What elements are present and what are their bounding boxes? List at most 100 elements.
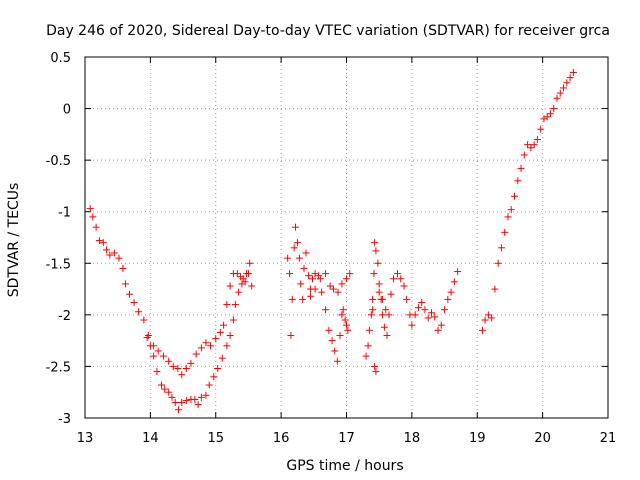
data-point [182, 396, 190, 404]
chart-title: Day 246 of 2020, Sidereal Day-to-day VTE… [46, 23, 610, 39]
y-axis-title: SDTVAR / TECUs [6, 183, 22, 298]
data-point [343, 321, 350, 329]
data-point [231, 301, 239, 309]
data-point [338, 280, 346, 288]
data-point [300, 264, 308, 272]
data-point [328, 337, 336, 345]
data-point [421, 306, 429, 314]
data-point [527, 144, 535, 152]
data-point [169, 362, 177, 370]
data-point [517, 164, 525, 172]
data-point [390, 275, 398, 283]
data-point [157, 381, 165, 389]
data-point [218, 354, 226, 362]
data-point [246, 259, 254, 267]
data-point [387, 290, 395, 298]
data-point [223, 301, 231, 309]
data-point [192, 350, 200, 358]
data-point [295, 254, 303, 262]
data-point [125, 290, 133, 298]
data-point [434, 326, 442, 334]
data-point [171, 399, 179, 407]
data-point [318, 288, 326, 296]
data-point [235, 288, 243, 296]
data-point [329, 285, 337, 293]
grid-lines [85, 57, 608, 418]
data-point [161, 385, 169, 393]
data-point [334, 288, 342, 296]
data-point [106, 251, 114, 259]
data-point [478, 326, 486, 334]
data-point [299, 295, 307, 303]
data-point [103, 246, 111, 254]
y-tick-label: 0 [63, 103, 71, 118]
data-point [365, 326, 373, 334]
data-point [233, 270, 241, 278]
data-point [546, 110, 554, 118]
data-point [344, 326, 352, 334]
data-point [226, 331, 234, 339]
data-point [411, 311, 419, 319]
data-point [212, 335, 220, 343]
data-point [491, 285, 499, 293]
y-tick-label: -3 [58, 412, 71, 427]
x-tick-label: 14 [142, 431, 159, 446]
data-points [86, 68, 577, 414]
x-tick-label: 17 [338, 431, 355, 446]
data-point [530, 141, 538, 149]
data-point [297, 280, 305, 288]
data-point [287, 331, 295, 339]
data-point [431, 313, 439, 321]
y-tick-label: -1.5 [46, 257, 71, 272]
data-point [202, 339, 210, 347]
x-tick-label: 16 [273, 431, 290, 446]
data-point [159, 352, 167, 360]
data-point [119, 264, 127, 272]
data-point [214, 364, 222, 372]
data-point [223, 342, 231, 350]
data-point [566, 74, 574, 82]
data-point [533, 136, 541, 144]
data-point [369, 295, 377, 303]
data-point [182, 364, 190, 372]
data-point [397, 275, 405, 283]
data-point [115, 254, 123, 262]
y-tick-label: -2 [58, 309, 71, 324]
x-tick-label: 18 [404, 431, 421, 446]
data-point [375, 280, 383, 288]
data-point [341, 316, 349, 324]
data-point [524, 141, 532, 149]
data-point [364, 342, 372, 350]
data-point [481, 316, 489, 324]
tick-labels: 13 14 15 16 17 18 19 20 21 0.5 0 -0.5 -1 -1.5 -2 -2.5 -3 [46, 51, 617, 446]
data-point [339, 306, 347, 314]
data-point [371, 362, 379, 370]
x-tick-label: 21 [600, 431, 617, 446]
data-point [537, 125, 545, 133]
data-point [284, 254, 292, 262]
data-point [550, 105, 558, 113]
data-point [403, 295, 411, 303]
data-point [305, 272, 313, 280]
data-point [174, 406, 182, 414]
data-point [370, 270, 378, 278]
data-point [504, 213, 512, 221]
data-point [140, 316, 148, 324]
data-point [165, 357, 173, 365]
data-point [194, 401, 202, 409]
data-point [325, 326, 333, 334]
data-point [369, 306, 377, 314]
data-point [367, 311, 375, 319]
data-point [372, 368, 380, 376]
data-point [229, 316, 237, 324]
data-point [346, 270, 354, 278]
data-point [244, 270, 252, 278]
data-point [207, 342, 215, 350]
data-point [497, 244, 505, 252]
data-point [424, 314, 432, 322]
data-point [205, 381, 213, 389]
data-point [293, 239, 301, 247]
data-point [385, 311, 393, 319]
data-point [556, 89, 564, 97]
